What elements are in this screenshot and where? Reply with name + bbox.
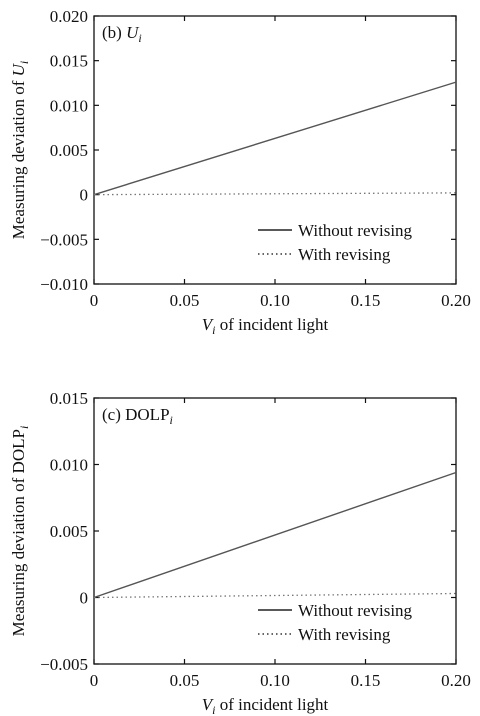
x-axis-title-var: V	[202, 695, 215, 714]
x-tick-label: 0.05	[170, 671, 200, 690]
x-tick-label: 0.10	[260, 671, 290, 690]
plot-frame	[93, 397, 457, 665]
y-axis-title-subscript: i	[17, 426, 31, 429]
y-tick-label: 0.010	[50, 96, 88, 115]
y-tick-label: 0.010	[50, 456, 88, 475]
y-axis-title: Measuring deviation of Ui	[9, 61, 31, 240]
panel-label-symbol: U	[126, 23, 140, 42]
y-tick-label: −0.010	[40, 275, 88, 294]
series-line-with-revising	[93, 192, 457, 196]
y-axis-title-main: Measuring deviation of	[9, 473, 28, 636]
y-axis-title-subscript: i	[17, 61, 31, 64]
x-tick-label: 0	[90, 291, 99, 310]
legend-label-with-revising: With revising	[298, 245, 391, 264]
x-axis-title: Vi of incident light	[202, 695, 329, 716]
x-axis-title: Vi of incident light	[202, 315, 329, 337]
y-axis-title-var: DOLP	[9, 429, 28, 473]
y-axis-title-var: U	[9, 62, 28, 76]
panel-label-subscript: i	[138, 31, 141, 45]
chart-panel-0: 0 0.05 0.10 0.15 0.20 −0.010 −0.005 0 0.005 0.010…	[9, 7, 471, 337]
legend-label-without-revising: Without revising	[298, 221, 413, 240]
y-tick-label: 0.005	[50, 522, 88, 541]
plot-frame	[93, 15, 457, 285]
legend-label-without-revising: Without revising	[298, 601, 413, 620]
x-tick-label: 0.15	[351, 671, 381, 690]
x-tick-label: 0	[90, 671, 99, 690]
panel-label: (c) DOLPi	[102, 405, 173, 427]
y-tick-label: −0.005	[40, 655, 88, 674]
y-axis-title: Measuring deviation of DOLPi	[9, 426, 31, 637]
panel-label-letter: (b)	[102, 23, 126, 42]
panel-label-symbol: DOLP	[125, 405, 169, 424]
series-line-with-revising	[93, 592, 457, 599]
x-axis-title-rest: of incident light	[215, 695, 328, 714]
panel-label-subscript: i	[170, 413, 173, 427]
x-tick-label: 0.15	[351, 291, 381, 310]
y-tick-label: 0	[80, 589, 89, 608]
series-line-without-revising	[93, 81, 457, 196]
x-tick-label: 0.10	[260, 291, 290, 310]
series-line-without-revising	[93, 471, 457, 599]
x-axis-title-subscript: i	[212, 323, 215, 337]
y-tick-label: 0.005	[50, 141, 88, 160]
y-tick-label: 0.015	[50, 389, 88, 408]
y-tick-label: −0.005	[40, 230, 88, 249]
legend-label-with-revising: With revising	[298, 625, 391, 644]
y-tick-label: 0.020	[50, 7, 88, 26]
y-tick-label: 0.015	[50, 52, 88, 71]
x-tick-label: 0.20	[441, 291, 471, 310]
x-axis-title-subscript: i	[212, 703, 215, 716]
x-tick-label: 0.05	[170, 291, 200, 310]
panel-label: (b) Ui	[102, 23, 142, 45]
x-axis-title-rest: of incident light	[215, 315, 328, 334]
panel-label-letter: (c)	[102, 405, 125, 424]
chart-panel-1: 0 0.05 0.10 0.15 0.20−0.00500.0050.0100.015(…	[9, 389, 471, 716]
x-axis-title-var: V	[202, 315, 215, 334]
y-tick-label: 0	[80, 186, 89, 205]
x-tick-label: 0.20	[441, 671, 471, 690]
y-axis-title-main: Measuring deviation of	[9, 76, 28, 239]
